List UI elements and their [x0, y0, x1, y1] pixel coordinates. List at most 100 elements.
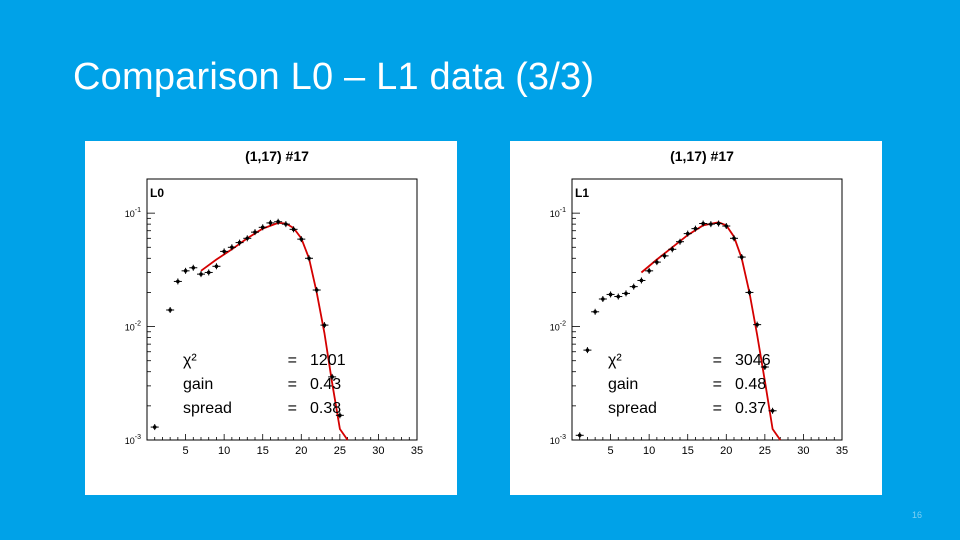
point-marker [624, 291, 628, 296]
point-marker [631, 284, 636, 289]
chart-l0: (1,17) #17 L0 5 10 15 20 25 30 35 10-3 10-2 10-1 χ² =… [125, 148, 423, 457]
point-marker [291, 227, 296, 232]
point-marker [601, 297, 605, 301]
data-point [166, 306, 175, 313]
data-point [760, 364, 769, 371]
data-point [328, 373, 337, 380]
x-tick-label: 10 [643, 445, 655, 457]
point-marker [183, 269, 188, 273]
chart-panel-l0: (1,17) #17 L0 5 10 15 20 25 30 35 10-3 10-2 10-1 χ² =… [85, 141, 457, 495]
point-marker [647, 269, 651, 273]
point-marker [176, 279, 180, 284]
point-marker [330, 375, 334, 379]
point-marker [585, 348, 590, 352]
data-point [305, 255, 313, 262]
panel-label: L0 [150, 186, 164, 200]
data-point [235, 239, 244, 246]
point-marker [655, 260, 659, 264]
point-marker [662, 254, 667, 258]
data-point [722, 223, 731, 230]
point-marker [322, 323, 327, 327]
point-marker [716, 221, 721, 226]
point-marker [268, 221, 273, 225]
plot-frame [146, 178, 418, 441]
data-point [676, 238, 684, 245]
fit-curve [640, 221, 782, 441]
fit-param-name: gain [183, 376, 213, 393]
data-point [320, 322, 329, 329]
x-tick-label: 25 [334, 445, 346, 457]
point-marker [670, 247, 675, 252]
plot-frame [571, 178, 843, 441]
data-point [197, 271, 205, 278]
data-point [598, 296, 607, 303]
data-point [629, 283, 638, 290]
data-point [227, 244, 236, 251]
data-point [714, 220, 723, 227]
page-number: 16 [912, 510, 923, 520]
point-marker [230, 245, 234, 250]
y-tick-label: 10-1 [125, 207, 141, 219]
fit-param-value: 1201 [310, 352, 346, 369]
data-point [745, 289, 754, 296]
point-marker [685, 231, 690, 236]
y-tick-label: 10-3 [550, 434, 566, 446]
point-marker [593, 309, 597, 314]
fit-param-value: 0.43 [310, 376, 341, 393]
data-point [622, 290, 630, 297]
fit-param-value: 3046 [735, 352, 771, 369]
data-point [258, 224, 267, 231]
x-tick-label: 25 [759, 445, 771, 457]
chart-panel-l1: (1,17) #17 L1 5 10 15 20 25 30 35 10-3 10-2 10-1 χ² =… [510, 141, 882, 495]
data-point [274, 218, 283, 225]
fit-param-equals: = [713, 400, 722, 417]
point-marker [237, 240, 242, 245]
y-tick-label: 10-2 [125, 321, 141, 333]
data-point [606, 291, 615, 298]
data-point [753, 321, 762, 328]
data-point [737, 254, 746, 261]
point-marker [245, 236, 250, 241]
point-marker [732, 236, 736, 241]
data-point [243, 235, 252, 242]
data-point [312, 287, 321, 294]
point-marker [608, 292, 613, 297]
fit-param-value: 0.38 [310, 400, 341, 417]
data-point [181, 267, 190, 274]
data-point [645, 267, 654, 274]
data-point [691, 225, 700, 232]
data-point [297, 236, 306, 243]
data-point [652, 259, 661, 266]
data-point [730, 235, 738, 242]
point-marker [168, 308, 172, 312]
data-point [150, 424, 159, 431]
point-marker [701, 221, 705, 226]
data-point [266, 219, 275, 226]
point-marker [253, 230, 257, 234]
x-tick-label: 35 [411, 445, 423, 457]
point-marker [284, 222, 288, 226]
point-marker [616, 294, 621, 299]
fit-param-equals: = [288, 400, 297, 417]
point-marker [191, 265, 196, 270]
fit-param-name: χ² [183, 352, 197, 369]
point-marker [639, 278, 644, 283]
y-tick-label: 10-1 [550, 207, 566, 219]
fit-param-equals: = [288, 376, 297, 393]
point-marker [206, 270, 211, 275]
fit-param-name: spread [608, 400, 657, 417]
fit-param-name: spread [183, 400, 232, 417]
plot-title: (1,17) #17 [245, 148, 309, 164]
point-marker [260, 225, 265, 230]
data-point [699, 220, 708, 227]
data-point [289, 226, 298, 233]
data-point [173, 278, 182, 285]
point-marker [276, 219, 280, 224]
x-tick-label: 10 [218, 445, 230, 457]
data-point [204, 269, 213, 276]
fit-param-value: 0.37 [735, 400, 766, 417]
data-point [220, 248, 229, 255]
x-tick-label: 35 [836, 445, 848, 457]
chart-l1: (1,17) #17 L1 5 10 15 20 25 30 35 10-3 10-2 10-1 χ² =… [550, 148, 848, 457]
point-marker [693, 226, 698, 231]
